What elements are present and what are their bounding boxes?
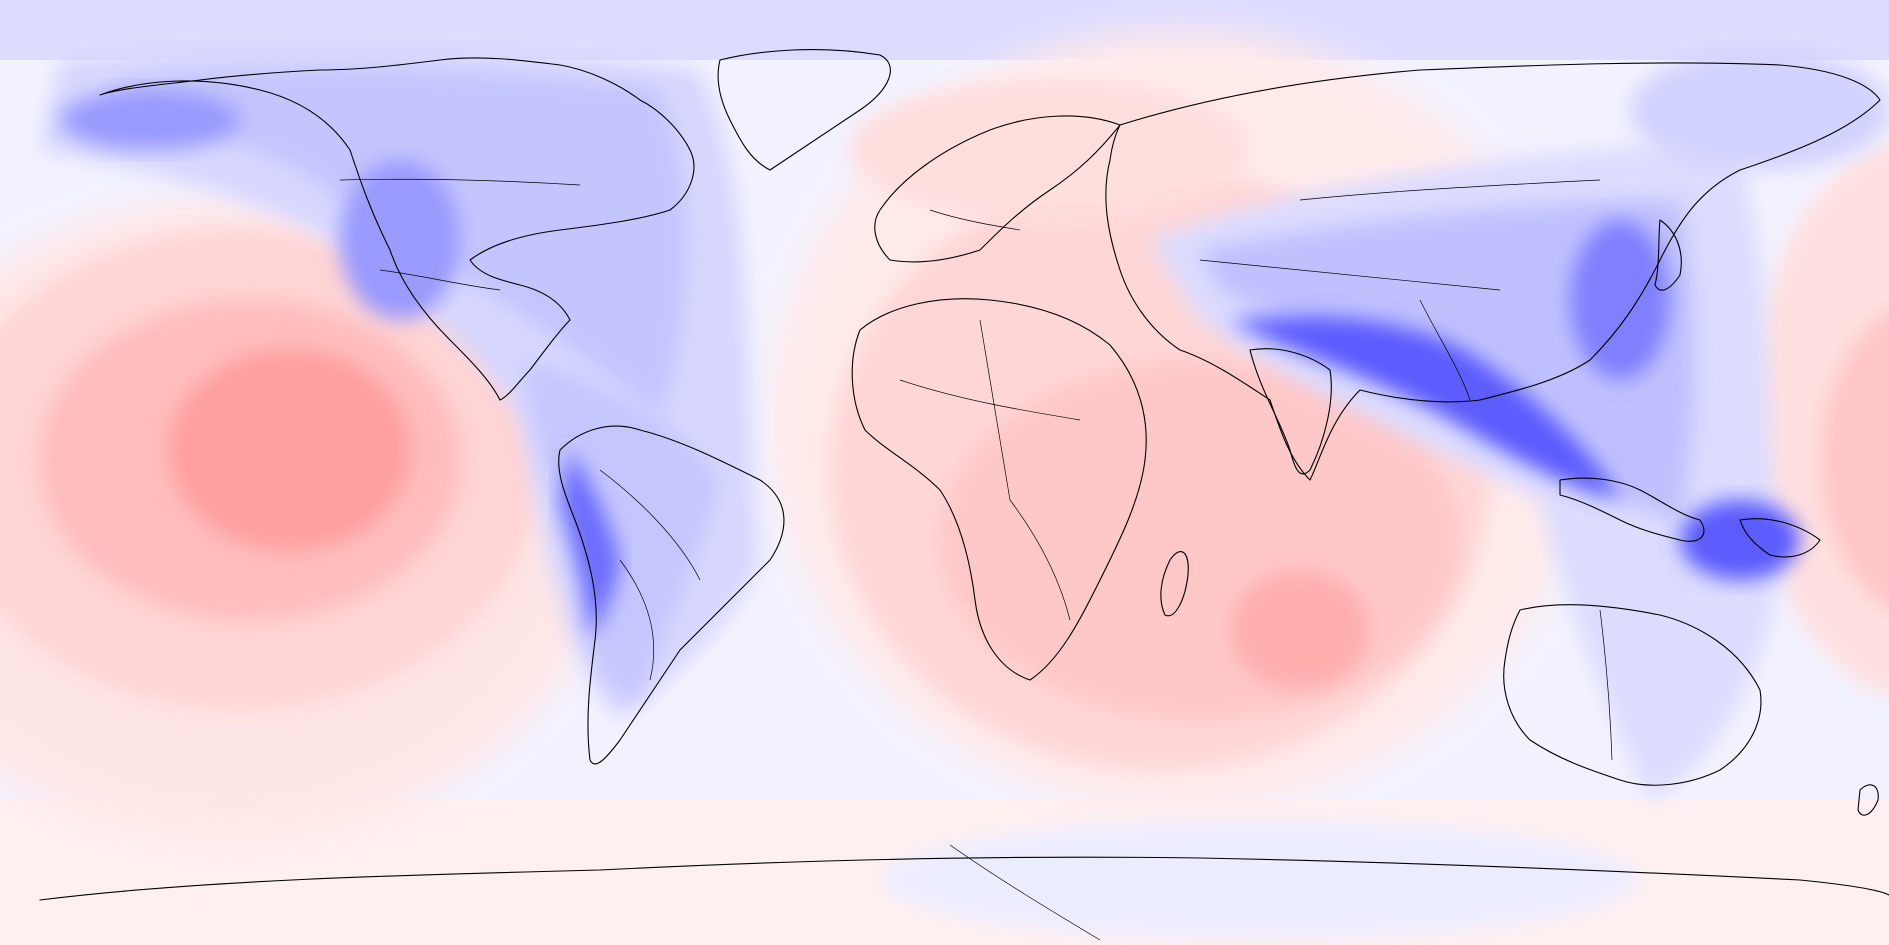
coastlines [39, 48, 1889, 901]
pacific-positive-anomaly [0, 200, 610, 840]
border-us-mexico [379, 269, 501, 291]
coast-greenland [717, 48, 891, 171]
border-europe-1 [929, 209, 1021, 231]
indian-ocean-core [1230, 570, 1370, 690]
border-australia-1 [1599, 609, 1613, 761]
andes-core [560, 450, 620, 640]
border-antarctic-line [949, 844, 1101, 941]
coast-africa [851, 298, 1147, 681]
alaska-core [60, 90, 240, 150]
border-sa-1 [599, 469, 701, 581]
east-asia-core [1570, 220, 1670, 380]
south-america-mid [520, 360, 720, 700]
coast-north-america [99, 57, 695, 401]
border-sa-2 [619, 559, 655, 681]
border-africa-1 [899, 379, 1081, 421]
siberia-lobe [1630, 50, 1889, 170]
himalaya-core [1230, 316, 1620, 500]
country-borders [339, 178, 1613, 941]
coast-indonesia [1559, 477, 1705, 542]
border-asia-1 [1199, 259, 1501, 291]
coast-india [1249, 348, 1332, 475]
coast-japan [1654, 219, 1682, 291]
pacific-core [170, 350, 410, 550]
americas-negative-anomaly [40, 46, 760, 721]
border-us-canada [339, 178, 581, 186]
east-edge-inner [1820, 311, 1889, 609]
border-africa-3 [1009, 499, 1071, 621]
coast-asia [1105, 62, 1881, 481]
coast-australia [1503, 604, 1762, 786]
coast-europe [874, 115, 1121, 263]
border-asia-2 [1299, 179, 1601, 201]
border-africa-2 [979, 319, 1011, 501]
border-asia-3 [1419, 299, 1471, 401]
coast-madagascar [1160, 551, 1189, 617]
coast-antarctica [39, 856, 1889, 901]
antarctic-negative-rim [880, 820, 1640, 940]
north-america-mid [100, 69, 687, 420]
coast-new-zealand [1857, 784, 1879, 816]
rockies-core [340, 160, 460, 320]
europe-lobe [850, 80, 1250, 220]
coast-south-america [558, 425, 785, 765]
coast-new-guinea [1739, 518, 1821, 558]
